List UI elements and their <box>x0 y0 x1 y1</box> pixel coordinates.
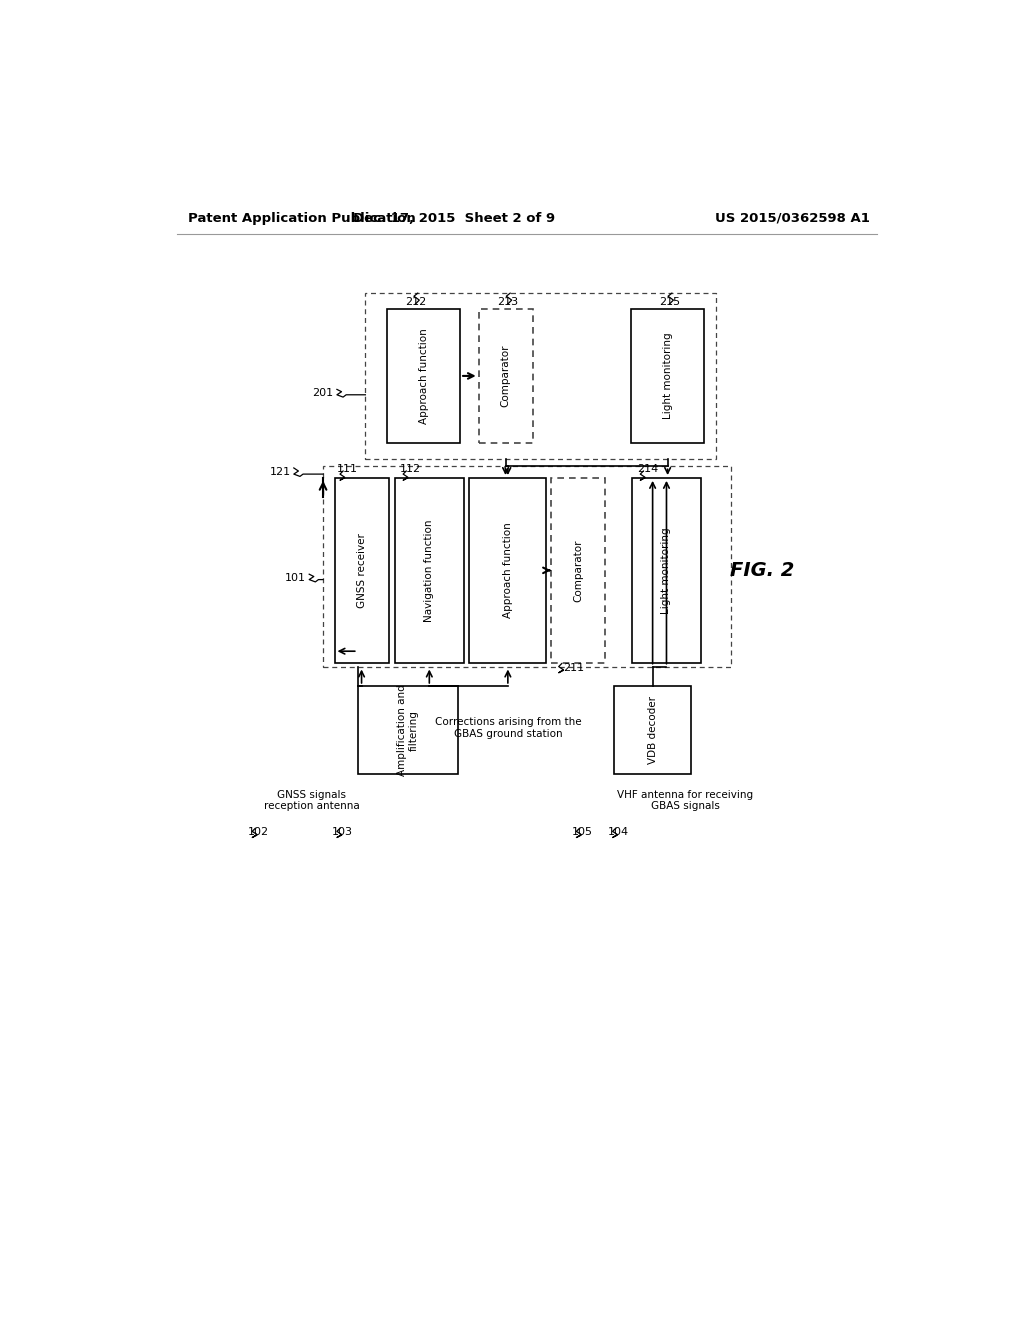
Text: VDB decoder: VDB decoder <box>647 696 657 764</box>
Text: Light monitoring: Light monitoring <box>663 333 673 420</box>
FancyBboxPatch shape <box>357 686 458 775</box>
Text: 213: 213 <box>498 297 518 308</box>
FancyBboxPatch shape <box>387 309 460 444</box>
Text: 121: 121 <box>269 467 291 477</box>
Text: VHF antenna for receiving
GBAS signals: VHF antenna for receiving GBAS signals <box>616 789 753 812</box>
Text: Comparator: Comparator <box>573 539 583 602</box>
Bar <box>366 293 716 459</box>
FancyBboxPatch shape <box>632 478 701 663</box>
Text: 215: 215 <box>659 297 680 308</box>
Text: Approach function: Approach function <box>419 329 429 424</box>
FancyBboxPatch shape <box>631 309 705 444</box>
FancyBboxPatch shape <box>335 478 388 663</box>
FancyBboxPatch shape <box>394 478 464 663</box>
Text: Corrections arising from the
GBAS ground station: Corrections arising from the GBAS ground… <box>434 717 582 739</box>
Text: Amplification and
filtering: Amplification and filtering <box>397 684 419 776</box>
Text: 103: 103 <box>333 828 353 837</box>
Text: Patent Application Publication: Patent Application Publication <box>188 213 416 224</box>
FancyBboxPatch shape <box>478 309 532 444</box>
Text: 111: 111 <box>337 463 358 474</box>
Text: 101: 101 <box>285 573 306 583</box>
Text: 212: 212 <box>404 297 426 308</box>
Text: 201: 201 <box>312 388 333 399</box>
Text: 112: 112 <box>400 463 421 474</box>
Text: Comparator: Comparator <box>501 345 511 407</box>
Text: 102: 102 <box>248 828 268 837</box>
Text: 105: 105 <box>571 828 593 837</box>
Text: 214: 214 <box>637 463 658 474</box>
FancyBboxPatch shape <box>614 686 691 775</box>
FancyBboxPatch shape <box>551 478 605 663</box>
Text: FIG. 2: FIG. 2 <box>730 561 795 579</box>
Text: Dec. 17, 2015  Sheet 2 of 9: Dec. 17, 2015 Sheet 2 of 9 <box>353 213 555 224</box>
Text: GNSS signals
reception antenna: GNSS signals reception antenna <box>263 789 359 812</box>
Bar <box>323 466 731 667</box>
Text: 104: 104 <box>608 828 629 837</box>
Text: Light monitoring: Light monitoring <box>662 527 672 614</box>
Text: 211: 211 <box>563 663 585 673</box>
Text: Approach function: Approach function <box>503 523 513 618</box>
FancyBboxPatch shape <box>469 478 547 663</box>
Text: US 2015/0362598 A1: US 2015/0362598 A1 <box>716 213 870 224</box>
Text: GNSS receiver: GNSS receiver <box>356 533 367 607</box>
Text: Navigation function: Navigation function <box>424 519 434 622</box>
